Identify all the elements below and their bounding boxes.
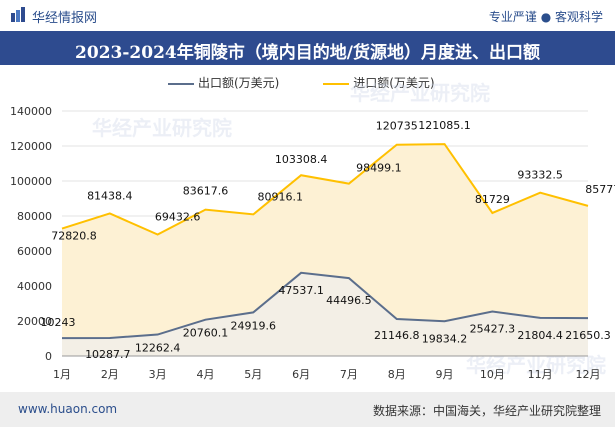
x-tick-label: 7月 xyxy=(340,368,358,381)
legend-label-export: 出口额(万美元) xyxy=(198,76,280,90)
import-area-fill xyxy=(62,144,588,356)
top-bar: 华经情报网 专业严谨 ● 客观科学 xyxy=(0,0,615,30)
chart-legend: 出口额(万美元) 进口额(万美元) xyxy=(168,74,475,90)
import-data-label: 98499.1 xyxy=(356,162,402,175)
x-tick-label: 11月 xyxy=(528,368,553,381)
x-tick-label: 2月 xyxy=(101,368,119,381)
x-tick-label: 9月 xyxy=(436,368,454,381)
footer-url: www.huaon.com xyxy=(18,402,118,416)
export-data-label: 44496.5 xyxy=(326,294,372,307)
y-tick-label: 140000 xyxy=(10,105,52,118)
data-label-layer: 72820.8 81438.4 69432.6 83617.6 80916.1 10330… xyxy=(41,119,615,361)
import-series-line xyxy=(61,143,589,236)
export-data-label: 24919.6 xyxy=(231,319,277,332)
x-tick-label: 1月 xyxy=(53,368,71,381)
footer-source: 数据来源：中国海关，华经产业研究院整理 xyxy=(372,404,601,418)
x-tick-label: 8月 xyxy=(388,368,406,381)
import-data-label: 81729 xyxy=(475,193,510,206)
export-data-label: 21650.3 xyxy=(565,329,611,342)
axes-layer: 0 20000 40000 60000 80000 100000 120000 140000 1… xyxy=(10,105,601,381)
export-data-label: 20760.1 xyxy=(183,327,229,340)
x-tick-label: 4月 xyxy=(196,368,214,381)
import-data-label: 120735 xyxy=(376,120,418,133)
export-area-fill xyxy=(62,272,588,356)
import-data-label: 85777.4 xyxy=(585,183,615,196)
import-data-label: 80916.1 xyxy=(258,190,304,203)
export-data-label: 19834.2 xyxy=(422,332,468,345)
export-data-label: 47537.1 xyxy=(278,284,324,297)
chart-title: 2023-2024年铜陵市（境内目的地/货源地）月度进、出口额 xyxy=(75,43,540,63)
brand-logo-icon xyxy=(11,7,25,22)
brand-name: 华经情报网 xyxy=(32,11,98,26)
y-tick-label: 120000 xyxy=(10,140,52,153)
export-data-label: 25427.3 xyxy=(470,323,516,336)
y-tick-label: 100000 xyxy=(10,175,52,188)
export-data-label: 12262.4 xyxy=(135,342,181,355)
export-data-label: 21146.8 xyxy=(374,329,420,342)
legend-swatch-import xyxy=(323,82,350,85)
line-layer xyxy=(61,143,589,340)
footer-bar xyxy=(0,392,615,427)
legend-item-import: 进口额(万美元) xyxy=(323,74,435,91)
export-data-label: 21804.4 xyxy=(517,329,563,342)
x-tick-label: 5月 xyxy=(244,368,262,381)
area-layer xyxy=(62,144,588,356)
watermark-text-0: 华经产业研究院 xyxy=(92,116,232,140)
import-data-label: 83617.6 xyxy=(183,185,229,198)
y-tick-label: 40000 xyxy=(17,280,52,293)
title-bar xyxy=(0,31,615,65)
y-tick-label: 20000 xyxy=(17,315,52,328)
import-data-label: 72820.8 xyxy=(51,230,97,243)
x-tick-label: 3月 xyxy=(149,368,167,381)
export-series-line xyxy=(61,271,589,340)
import-data-label: 93332.5 xyxy=(517,169,563,182)
import-data-label: 81438.4 xyxy=(87,189,133,202)
legend-swatch-export xyxy=(168,82,194,85)
legend-label-import: 进口额(万美元) xyxy=(353,76,435,90)
tagline: 专业严谨 ● 客观科学 xyxy=(488,10,603,24)
import-data-label: 121085.1 xyxy=(418,119,471,132)
watermark-text-1: 华经产业研究院 xyxy=(350,81,490,105)
watermark-text-2: 华经产业研究院 xyxy=(466,353,606,377)
x-tick-label: 10月 xyxy=(480,368,505,381)
import-data-label: 103308.4 xyxy=(275,153,328,166)
export-data-label: 10243 xyxy=(41,316,76,329)
x-tick-label: 12月 xyxy=(576,368,601,381)
y-tick-label: 60000 xyxy=(17,245,52,258)
x-tick-label: 6月 xyxy=(292,368,310,381)
import-data-label: 69432.6 xyxy=(155,210,201,223)
y-tick-label: 80000 xyxy=(17,210,52,223)
y-tick-label: 0 xyxy=(45,350,52,363)
legend-item-export: 出口额(万美元) xyxy=(168,74,279,91)
export-data-label: 10287.7 xyxy=(85,348,131,361)
